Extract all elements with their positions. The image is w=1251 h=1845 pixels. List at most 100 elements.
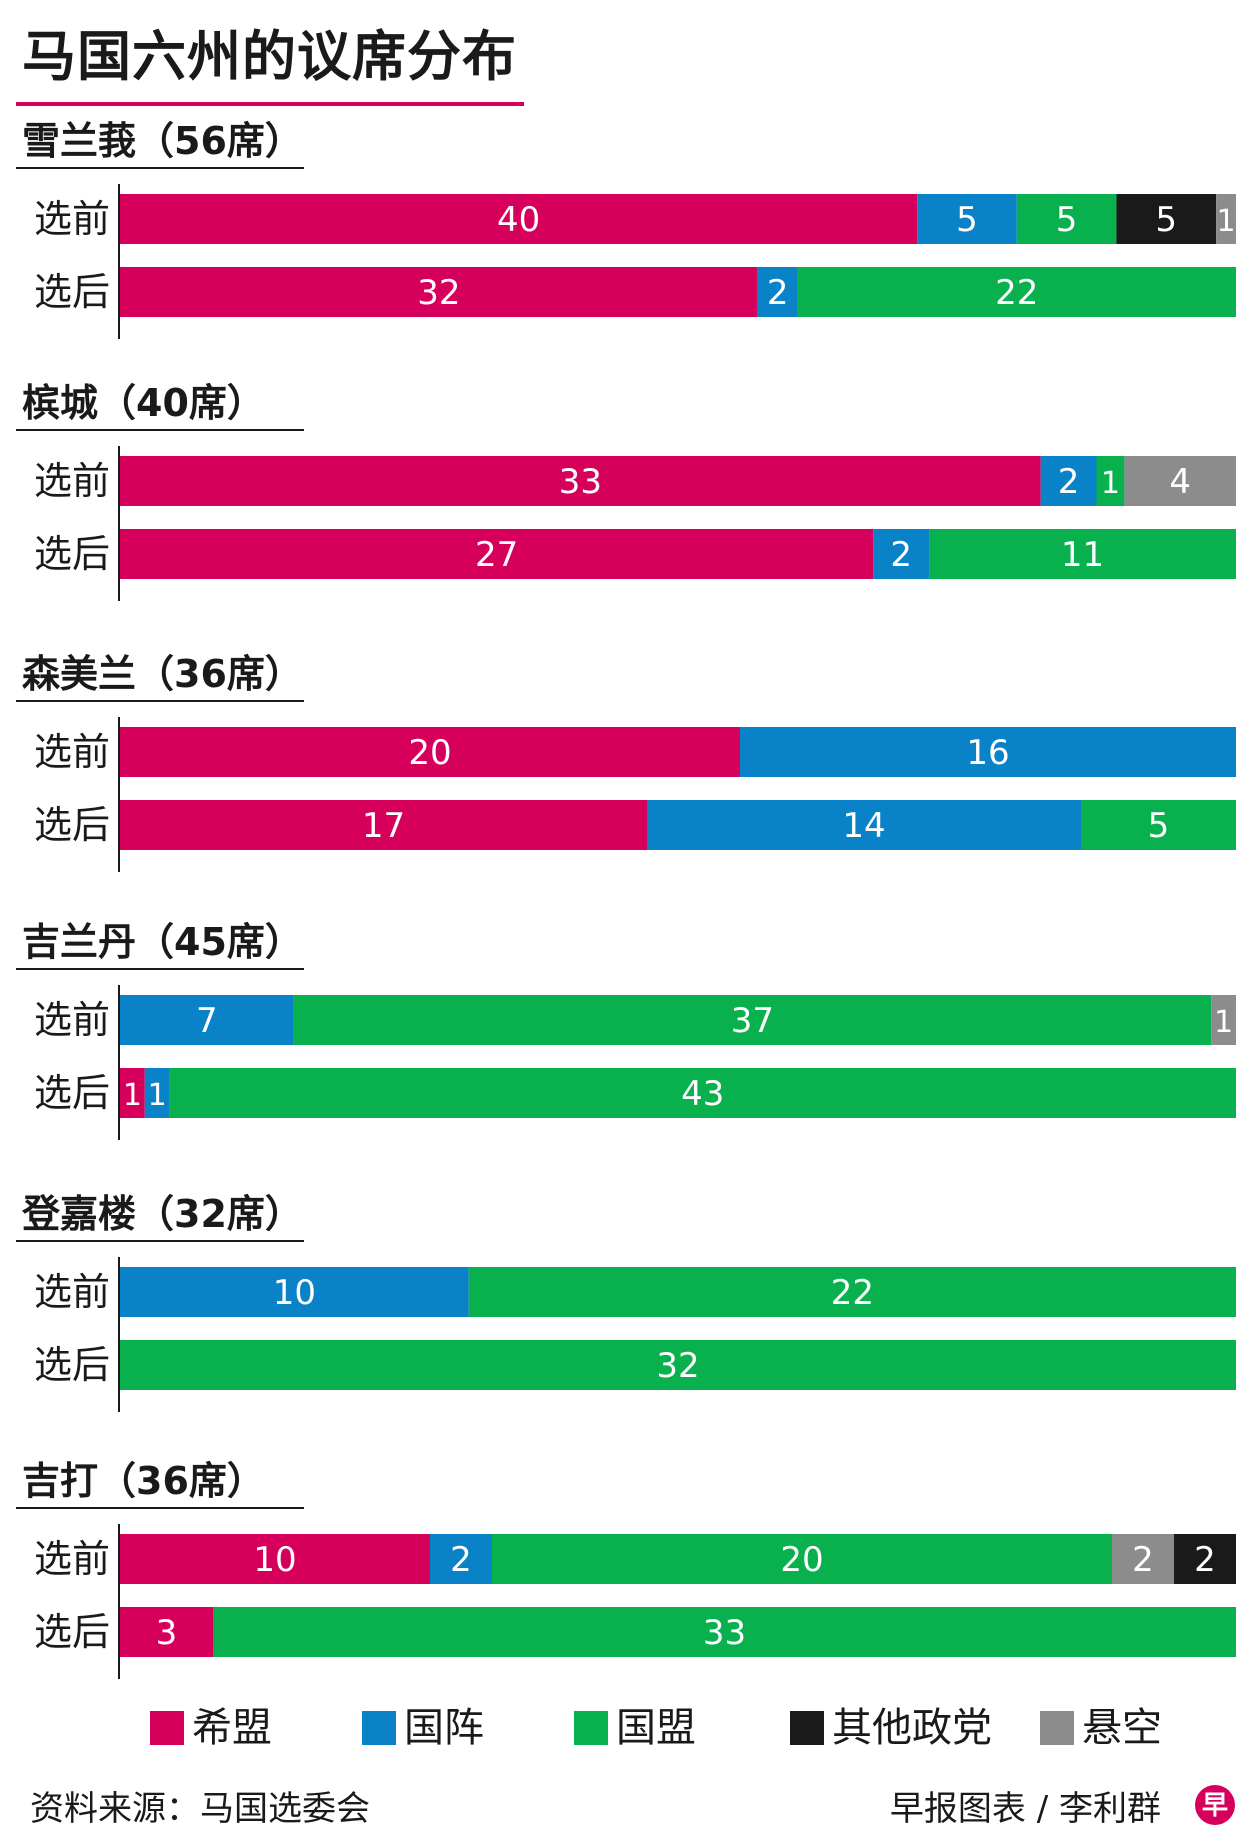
bar-value-label: 2 <box>1194 1540 1216 1580</box>
bar-segment <box>120 995 294 1045</box>
bar-value-label: 5 <box>956 200 978 240</box>
bar-segment <box>169 1068 1237 1118</box>
bar-value-label: 17 <box>362 806 405 846</box>
bar-segment <box>120 456 1041 506</box>
group-heading-underline <box>16 167 304 169</box>
bar-segment <box>120 1267 469 1317</box>
bar-segment <box>120 1534 430 1584</box>
row-axis-line <box>118 1257 120 1412</box>
bar-value-label: 40 <box>497 200 540 240</box>
bar-segment <box>929 529 1236 579</box>
bar-value-label: 5 <box>1155 200 1177 240</box>
bar-value-label: 1 <box>1214 1005 1233 1040</box>
group-heading-underline <box>16 1240 304 1242</box>
legend-label: 国阵 <box>404 1705 484 1751</box>
legend-item: 国阵 <box>362 1698 484 1758</box>
row-axis-line <box>118 985 120 1140</box>
row-label: 选后 <box>34 1343 110 1387</box>
row-label: 选前 <box>34 1537 110 1581</box>
legend-item: 国盟 <box>574 1698 696 1758</box>
bar-segment <box>120 1607 213 1657</box>
legend-swatch <box>1040 1711 1074 1745</box>
bar-value-label: 32 <box>656 1346 699 1386</box>
bar-segment <box>120 1068 145 1118</box>
bar-segment <box>1112 1534 1174 1584</box>
bar-segment <box>120 529 874 579</box>
row-axis-line <box>118 717 120 872</box>
bar-value-label: 2 <box>890 535 912 575</box>
bar-value-label: 2 <box>450 1540 472 1580</box>
bar-segment <box>120 267 758 317</box>
bar-value-label: 14 <box>842 806 885 846</box>
bar-segment <box>797 267 1236 317</box>
bar-value-label: 20 <box>408 733 451 773</box>
bar-value-label: 2 <box>1132 1540 1154 1580</box>
legend-label: 国盟 <box>616 1705 696 1751</box>
group-heading-underline <box>16 1507 304 1509</box>
row-label: 选前 <box>34 197 110 241</box>
row-label: 选后 <box>34 1610 110 1654</box>
group-heading-underline <box>16 429 304 431</box>
bar-segment <box>144 1068 170 1118</box>
bar-segment <box>757 267 798 317</box>
bar-value-label: 33 <box>559 462 602 502</box>
bar-segment <box>468 1267 1236 1317</box>
legend-label: 悬空 <box>1082 1705 1162 1751</box>
bar-segment <box>492 1534 1112 1584</box>
bar-segment <box>740 727 1236 777</box>
bar-value-label: 22 <box>831 1273 874 1313</box>
credit-note: 早报图表 / 李利群 <box>889 1789 1161 1829</box>
bar-segment <box>873 529 930 579</box>
bar-value-label: 7 <box>196 1001 218 1041</box>
group-heading-underline <box>16 700 304 702</box>
group-heading-underline <box>16 968 304 970</box>
group-heading: 槟城（40席） <box>22 381 265 425</box>
bar-segment <box>120 194 918 244</box>
legend-label: 其他政党 <box>832 1705 992 1751</box>
bar-segment <box>293 995 1212 1045</box>
bar-value-label: 20 <box>780 1540 823 1580</box>
row-label: 选前 <box>34 459 110 503</box>
logo-glyph: 早 <box>1202 1791 1228 1821</box>
bar-segment <box>1216 194 1236 244</box>
bar-value-label: 37 <box>731 1001 774 1041</box>
bar-segment <box>213 1607 1236 1657</box>
bar-segment <box>1040 456 1097 506</box>
bar-value-label: 32 <box>417 273 460 313</box>
row-label: 选后 <box>34 532 110 576</box>
legend-swatch <box>574 1711 608 1745</box>
bar-value-label: 1 <box>1216 204 1235 239</box>
bar-value-label: 33 <box>703 1613 746 1653</box>
row-label: 选前 <box>34 998 110 1042</box>
row-label: 选后 <box>34 803 110 847</box>
row-axis-line <box>118 184 120 339</box>
row-label: 选前 <box>34 730 110 774</box>
legend: 希盟 国阵 国盟 其他政党 悬空 <box>150 1698 1210 1758</box>
group-heading: 吉兰丹（45席） <box>22 920 303 964</box>
group-heading: 森美兰（36席） <box>22 652 303 696</box>
bar-value-label: 1 <box>1101 466 1120 501</box>
bar-segment <box>1016 194 1117 244</box>
group-heading: 登嘉楼（32席） <box>21 1192 303 1236</box>
title-underline <box>16 102 524 106</box>
bar-segment <box>1211 995 1236 1045</box>
bar-segment <box>647 800 1081 850</box>
bar-value-label: 2 <box>1058 462 1080 502</box>
legend-swatch <box>150 1711 184 1745</box>
group-heading: 雪兰莪（56席） <box>22 119 303 163</box>
bar-segment <box>1116 194 1217 244</box>
bar-value-label: 16 <box>966 733 1009 773</box>
bar-value-label: 43 <box>681 1074 724 1114</box>
row-axis-line <box>118 446 120 601</box>
bar-segment <box>120 727 740 777</box>
bar-value-label: 10 <box>253 1540 296 1580</box>
bar-segment <box>430 1534 492 1584</box>
bar-value-label: 22 <box>995 273 1038 313</box>
row-label: 选后 <box>34 270 110 314</box>
bar-value-label: 3 <box>156 1613 178 1653</box>
bar-value-label: 5 <box>1148 806 1170 846</box>
bar-segment <box>120 1340 1236 1390</box>
bar-segment <box>1174 1534 1236 1584</box>
row-label: 选前 <box>34 1270 110 1314</box>
